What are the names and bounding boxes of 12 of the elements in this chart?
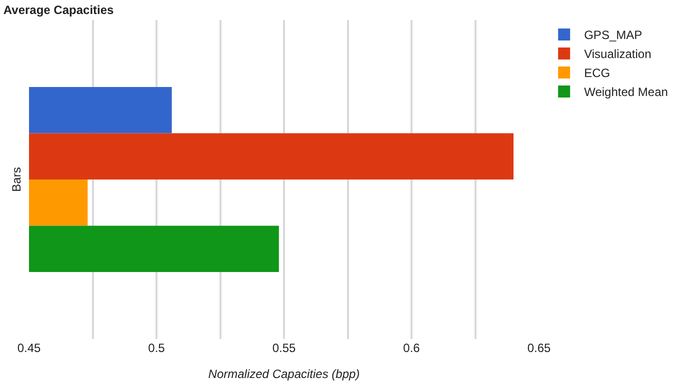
x-tick-label: 0.6 [403, 341, 420, 355]
legend-label: Weighted Mean [584, 85, 668, 100]
legend-label: Visualization [584, 47, 652, 62]
x-tick-label: 0.65 [527, 341, 551, 355]
x-tick-label: 0.45 [17, 341, 41, 355]
x-tick-label: 0.5 [148, 341, 166, 355]
chart-title: Average Capacities [3, 3, 114, 18]
x-tick-label: 0.55 [272, 341, 296, 355]
y-axis-title: Bars [9, 167, 24, 192]
legend-label: ECG [584, 66, 610, 80]
legend-label: GPS_MAP [584, 28, 642, 42]
x-axis-title: Normalized Capacities (bpp) [208, 366, 360, 381]
